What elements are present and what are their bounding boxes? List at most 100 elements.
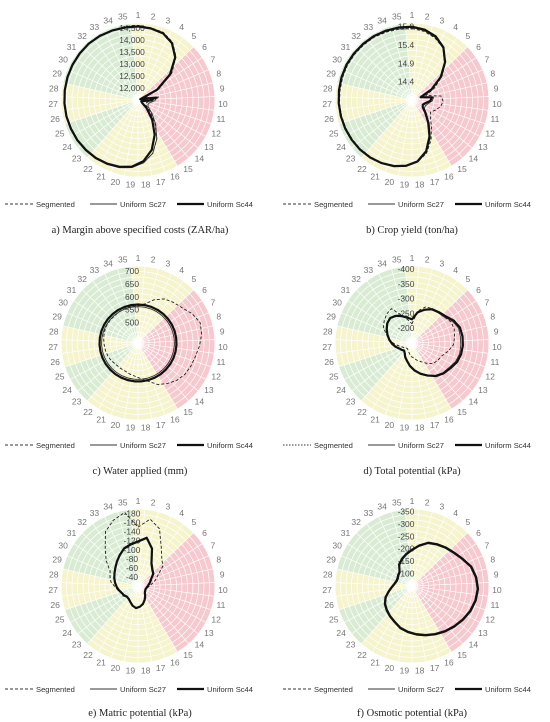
sector-label: 25 — [329, 614, 339, 624]
radar-plot-c: 1 2 34567891011121314151617181920212223242… — [48, 253, 228, 433]
sector-label: 10 — [492, 585, 502, 595]
sector-label: 8 — [216, 555, 221, 565]
grid-ring — [389, 77, 435, 123]
radial-tick-label: -80 — [126, 554, 138, 564]
legend-sc27-label: Uniform Sc27 — [120, 200, 166, 209]
grid-ring — [373, 61, 451, 139]
sector-label: 11 — [216, 600, 225, 610]
sector-label: 33 — [364, 265, 374, 275]
legend-e: Segmented Uniform Sc27 Uniform Sc44 — [5, 685, 253, 694]
sector-label: 1 — [410, 253, 415, 263]
sector-label: 14 — [469, 640, 479, 650]
sector-label: 22 — [357, 650, 367, 660]
sector-label: 35 — [392, 11, 402, 21]
radial-tick-label: -200 — [398, 544, 415, 554]
legend-sc27-label: Uniform Sc27 — [398, 441, 444, 450]
radar-plot-a: 1 2 34567891011121314151617181920212223242… — [48, 10, 228, 190]
sector-label: 5 — [466, 31, 471, 41]
sector-label: 20 — [385, 177, 395, 187]
sector-label: 3 — [166, 501, 171, 511]
sector-label: 33 — [90, 265, 100, 275]
sector-label: 13 — [204, 142, 214, 152]
grid-ring — [132, 580, 144, 592]
sector-label: 2 — [425, 11, 430, 21]
sector-label: 16 — [170, 172, 180, 182]
grid-ring — [367, 55, 457, 145]
sector-label: 32 — [351, 31, 361, 41]
radial-tick-label: -300 — [398, 519, 415, 529]
sector-label: 11 — [490, 357, 499, 367]
radial-tick-label: -250 — [398, 308, 415, 318]
sector-label: 18 — [141, 666, 151, 676]
sector-label: 27 — [48, 585, 58, 595]
grid-ring — [66, 514, 210, 658]
sector-label: 13 — [478, 142, 488, 152]
sector-label: 6 — [202, 42, 207, 52]
grid-ring — [77, 39, 199, 161]
sector-label: 30 — [58, 541, 68, 551]
grid-ring — [132, 337, 144, 349]
grid-ring — [104, 66, 172, 134]
sector-label: 29 — [52, 312, 62, 322]
sector-label: 10 — [492, 99, 502, 109]
series-line-uniform-sc44 — [98, 303, 178, 383]
radial-tick-label: -400 — [398, 264, 415, 274]
grid-ring — [400, 331, 424, 355]
series-line-uniform-sc44 — [113, 536, 155, 610]
radial-tick-label: -100 — [398, 569, 415, 579]
sector-label: 15 — [457, 164, 467, 174]
panel-b-yield-chart: 1 2 34567891011121314151617181920212223242… — [283, 10, 531, 236]
grid-ring — [104, 309, 172, 377]
sector-label: 4 — [179, 508, 184, 518]
sector-label: 29 — [326, 312, 336, 322]
panel-f-caption: f) Osmotic potential (kPa) — [357, 708, 467, 719]
grid-ring — [121, 83, 155, 117]
legend-sc44-label: Uniform Sc44 — [485, 441, 531, 450]
grid-ring — [110, 315, 166, 371]
grid-ring — [88, 536, 188, 636]
sector-label: 12 — [485, 128, 495, 138]
sector-label: 32 — [77, 31, 87, 41]
panel-f-osmotic-potential-chart: 1 2 34567891011121314151617181920212223242… — [283, 496, 531, 719]
grid-ring — [115, 320, 161, 366]
sector-label: 31 — [67, 528, 77, 538]
grid-ring — [334, 265, 490, 421]
sector-label: 11 — [216, 114, 225, 124]
grid-ring — [356, 287, 468, 399]
sector-label: 3 — [440, 15, 445, 25]
sector-label: 8 — [490, 312, 495, 322]
sector-label: 23 — [346, 154, 356, 164]
grid-ring — [66, 271, 210, 415]
sector-label: 16 — [170, 658, 180, 668]
grid-ring — [395, 569, 429, 603]
sector-label: 30 — [332, 541, 342, 551]
sector-label: 19 — [126, 423, 136, 433]
grid-ring — [110, 72, 166, 128]
sector-label: 34 — [377, 15, 387, 25]
sector-label: 18 — [141, 423, 151, 433]
radar-plot-b: 1 2 34567891011121314151617181920212223242… — [322, 10, 502, 190]
sector-label: 5 — [466, 517, 471, 527]
panel-a-margin-chart: 1 2 34567891011121314151617181920212223242… — [5, 10, 253, 236]
radial-tick-label: 13,500 — [119, 47, 145, 57]
grid-ring — [60, 265, 216, 421]
sector-label: 4 — [453, 22, 458, 32]
sector-label: 24 — [62, 385, 72, 395]
panel-e-caption: e) Matric potential (kPa) — [88, 708, 192, 719]
sector-label: 22 — [357, 407, 367, 417]
sector-label: 32 — [77, 274, 87, 284]
sector-label: 15 — [183, 164, 193, 174]
sector-label: 29 — [326, 69, 336, 79]
legend-segmented-label: Segmented — [314, 441, 353, 450]
legend-sc44-label: Uniform Sc44 — [207, 685, 253, 694]
sector-label: 23 — [72, 397, 82, 407]
grid-ring — [71, 33, 205, 167]
sector-label: 3 — [166, 258, 171, 268]
radar-plot-e: 1 2 34567891011121314151617181920212223242… — [48, 496, 228, 676]
sector-label: 8 — [490, 555, 495, 565]
sector-label: 28 — [323, 570, 333, 580]
grid-ring — [378, 309, 446, 377]
grid-ring — [60, 508, 216, 664]
sector-label: 2 — [425, 497, 430, 507]
grid-ring — [340, 514, 484, 658]
